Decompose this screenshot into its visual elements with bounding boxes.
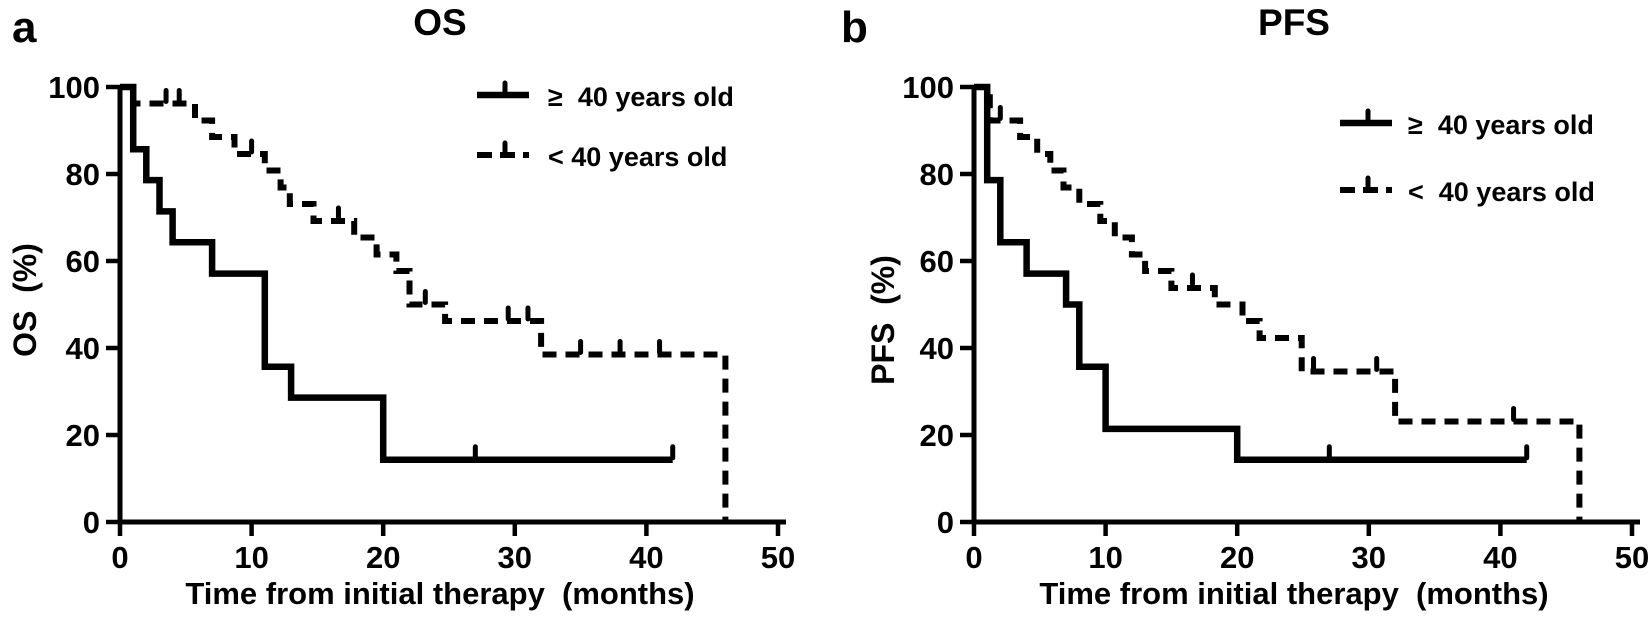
panel-a-y-tick-label: 0 [83, 505, 100, 540]
panel-a-title: OS [413, 2, 467, 43]
panel-b-legend-label-lt40: < 40 years old [1408, 177, 1595, 207]
panel-b-title: PFS [1258, 2, 1330, 43]
panel-a-x-tick-label: 50 [761, 540, 795, 575]
panel-b-y-tick-label: 20 [920, 418, 954, 453]
panel-a-x-tick-label: 40 [629, 540, 663, 575]
panel-b-legend-label-ge40: ≥ 40 years old [1408, 110, 1594, 140]
panel-a-km-curve-dashed [120, 84, 729, 522]
panel-a-y-tick-label: 80 [66, 157, 100, 192]
panel-b-letter: b [841, 3, 868, 52]
panel-a-y-tick-label: 100 [48, 70, 100, 105]
panel-a-letter: a [12, 3, 37, 52]
panel-a-y-tick-label: 60 [66, 244, 100, 279]
panel-b-y-tick-label: 100 [902, 70, 954, 105]
panel-b-y-tick-label: 60 [920, 244, 954, 279]
panel-a-legend-label-ge40: ≥ 40 years old [548, 82, 734, 112]
panel-b-y-tick-label: 40 [920, 331, 954, 366]
panel-b-km-curve-solid [974, 83, 1527, 464]
panel-b-x-tick-label: 30 [1352, 540, 1386, 575]
panel-b-x-axis-title: Time from initial therapy (months) [1039, 576, 1549, 611]
panel-b-x-tick-label: 20 [1220, 540, 1254, 575]
panel-a-x-axis-title: Time from initial therapy (months) [185, 576, 695, 611]
panel-b-x-tick-label: 0 [965, 540, 982, 575]
panel-a-km-curve-solid [120, 83, 673, 464]
panel-b-y-axis-title: PFS (%) [865, 255, 901, 385]
panel-a-y-tick-label: 40 [66, 331, 100, 366]
panel-b-x-tick-label: 10 [1088, 540, 1122, 575]
panel-a-x-tick-label: 10 [234, 540, 268, 575]
panel-a-y-tick-label: 20 [66, 418, 100, 453]
panel-a-legend-label-lt40: < 40 years old [548, 142, 728, 172]
panel-b-km-curve-dashed [974, 84, 1583, 522]
panel-b-y-tick-label: 80 [920, 157, 954, 192]
panel-b-x-tick-label: 40 [1483, 540, 1517, 575]
panel-b-y-tick-label: 0 [937, 505, 954, 540]
panel-a-x-tick-label: 30 [498, 540, 532, 575]
panel-b-x-tick-label: 50 [1615, 540, 1649, 575]
panel-a-y-axis-title: OS (%) [7, 243, 43, 357]
panel-a-x-tick-label: 20 [366, 540, 400, 575]
panel-a-x-tick-label: 0 [111, 540, 128, 575]
